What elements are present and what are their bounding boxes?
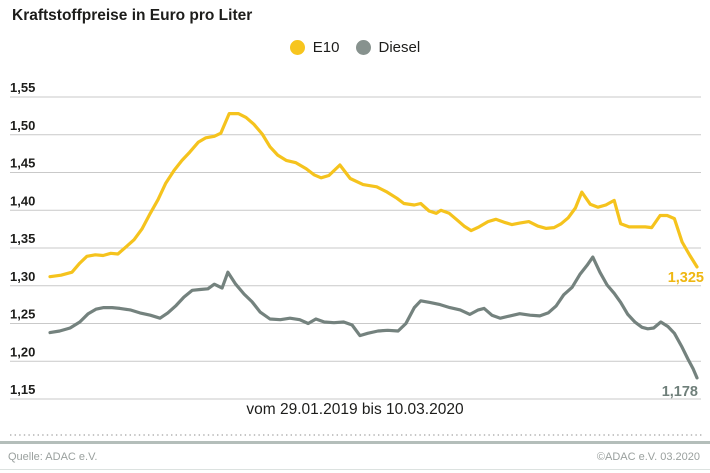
- y-tick-label: 1,15: [10, 382, 35, 397]
- y-tick-label: 1,35: [10, 231, 35, 246]
- footer-source-text: Quelle: ADAC e.V.: [8, 451, 98, 463]
- y-tick-label: 1,50: [10, 118, 35, 133]
- diesel-legend-label: Diesel: [378, 39, 421, 56]
- legend-item-diesel: Diesel: [355, 39, 421, 56]
- chart-legend: E10 Diesel: [0, 39, 710, 56]
- y-tick-label: 1,30: [10, 269, 35, 284]
- e10-legend-dot-icon: [289, 40, 305, 55]
- diesel-legend-dot-icon: [355, 40, 371, 55]
- chart-title: Kraftstoffpreise in Euro pro Liter: [12, 7, 253, 24]
- footer-separator: [0, 441, 710, 444]
- y-tick-label: 1,55: [10, 80, 35, 95]
- x-axis-range-label: vom 29.01.2019 bis 10.03.2020: [246, 401, 464, 418]
- diesel-line: [48, 255, 699, 380]
- diesel-end-value: 1,178: [662, 384, 698, 400]
- y-tick-label: 1,20: [10, 344, 35, 359]
- legend-item-e10: E10: [289, 39, 340, 56]
- e10-line: [48, 111, 699, 279]
- e10-legend-label: E10: [312, 39, 340, 56]
- y-tick-label: 1,25: [10, 307, 35, 322]
- y-tick-label: 1,45: [10, 156, 35, 171]
- footer-copyright-text: ©ADAC e.V. 03.2020: [596, 451, 700, 463]
- y-tick-label: 1,40: [10, 193, 35, 208]
- page-bottom-line: [0, 469, 710, 470]
- e10-end-value: 1,325: [668, 270, 704, 286]
